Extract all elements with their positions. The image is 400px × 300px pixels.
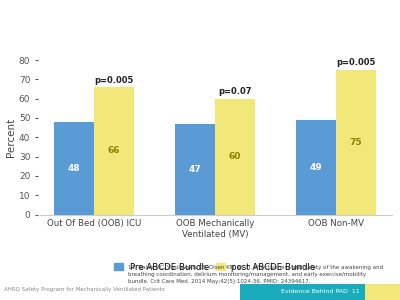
Text: 11. Balas MC, Vasilevskis EE, Olsen KM, et al. Effectiveness and safety of the a: 11. Balas MC, Vasilevskis EE, Olsen KM, …: [128, 266, 383, 284]
Text: Efficacy and Safety: Early Mobility Results¹¹: Efficacy and Safety: Early Mobility Resu…: [6, 19, 400, 34]
Text: AHRQ Safety Program for Mechanically Ventilated Patients: AHRQ Safety Program for Mechanically Ven…: [4, 287, 165, 292]
Text: 60: 60: [229, 152, 241, 161]
Y-axis label: Percent: Percent: [6, 118, 16, 157]
Bar: [175, 124, 215, 214]
Text: Evidence Behind PAD  11: Evidence Behind PAD 11: [281, 289, 359, 294]
Text: p=0.005: p=0.005: [94, 76, 134, 85]
Bar: [54, 122, 94, 214]
Bar: [94, 87, 134, 214]
Text: 49: 49: [310, 163, 322, 172]
Bar: [296, 120, 336, 214]
Text: p=0.07: p=0.07: [218, 87, 252, 96]
Text: 48: 48: [68, 164, 80, 173]
Text: p=0.005: p=0.005: [336, 58, 376, 67]
Bar: [336, 70, 376, 214]
Bar: [365, 284, 400, 300]
Legend: Pre ABCDE Bundle, post ABCDE Bundle: Pre ABCDE Bundle, post ABCDE Bundle: [111, 259, 319, 275]
Bar: [240, 284, 365, 300]
Text: 75: 75: [350, 138, 362, 147]
Bar: [215, 99, 255, 214]
Text: 66: 66: [108, 146, 120, 155]
Text: 47: 47: [189, 165, 202, 174]
